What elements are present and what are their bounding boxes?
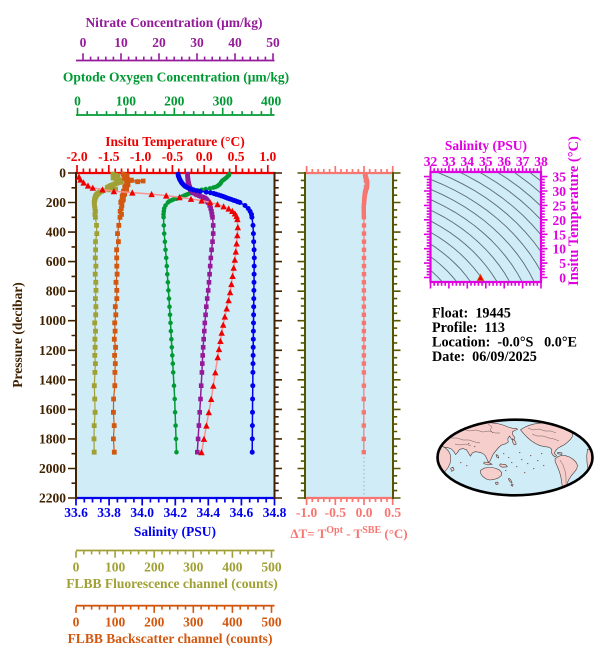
- svg-text:34: 34: [461, 154, 475, 169]
- svg-text:37: 37: [516, 154, 530, 169]
- svg-text:33.8: 33.8: [97, 505, 121, 520]
- svg-text:Profile: 113: Profile: 113: [432, 320, 505, 336]
- svg-text:0: 0: [73, 560, 80, 575]
- svg-text:15: 15: [553, 227, 567, 242]
- svg-text:35: 35: [553, 170, 567, 185]
- svg-text:25: 25: [553, 198, 567, 213]
- svg-text:300: 300: [183, 615, 204, 630]
- svg-text:ΔT= TOpt - TSBE (°C): ΔT= TOpt - TSBE (°C): [290, 525, 407, 541]
- svg-text:Salinity (PSU): Salinity (PSU): [134, 524, 216, 539]
- svg-text:34.4: 34.4: [196, 505, 220, 520]
- svg-text:30: 30: [553, 184, 567, 199]
- svg-text:0.0: 0.0: [196, 149, 213, 164]
- svg-text:38: 38: [534, 154, 548, 169]
- svg-text:33: 33: [442, 154, 456, 169]
- svg-text:0: 0: [80, 35, 87, 50]
- svg-text:0.5: 0.5: [228, 149, 245, 164]
- svg-text:2200: 2200: [39, 491, 66, 506]
- svg-text:400: 400: [222, 615, 243, 630]
- svg-text:Insitu Temperature (°C): Insitu Temperature (°C): [105, 134, 244, 149]
- svg-text:Float: 19445: Float: 19445: [432, 306, 511, 322]
- svg-text:800: 800: [46, 284, 67, 299]
- svg-text:Insitu Temperature (°C): Insitu Temperature (°C): [566, 136, 582, 286]
- svg-text:100: 100: [105, 560, 126, 575]
- svg-text:100: 100: [105, 615, 126, 630]
- svg-text:200: 200: [46, 195, 67, 210]
- svg-text:500: 500: [261, 560, 282, 575]
- svg-text:200: 200: [144, 615, 165, 630]
- svg-text:1000: 1000: [39, 313, 66, 328]
- svg-text:FLBB Fluorescence channel (cou: FLBB Fluorescence channel (counts): [66, 576, 278, 591]
- svg-text:40: 40: [228, 35, 242, 50]
- svg-text:1.0: 1.0: [259, 149, 276, 164]
- svg-text:-1.0: -1.0: [296, 505, 318, 520]
- svg-text:36: 36: [497, 154, 511, 169]
- svg-text:400: 400: [222, 560, 243, 575]
- svg-text:Location: -0.0°S 0.0°E: Location: -0.0°S 0.0°E: [432, 335, 577, 351]
- svg-text:30: 30: [190, 35, 204, 50]
- svg-text:34.6: 34.6: [230, 505, 254, 520]
- svg-text:Date: 06/09/2025: Date: 06/09/2025: [432, 349, 537, 365]
- svg-text:100: 100: [116, 94, 137, 109]
- svg-text:-0.5: -0.5: [325, 505, 347, 520]
- svg-text:Pressure (decibar): Pressure (decibar): [10, 282, 25, 388]
- svg-text:0: 0: [59, 166, 66, 181]
- svg-text:1800: 1800: [39, 431, 66, 446]
- svg-text:20: 20: [553, 213, 567, 228]
- svg-text:2000: 2000: [39, 461, 66, 476]
- svg-text:34.8: 34.8: [263, 505, 287, 520]
- svg-text:50: 50: [266, 35, 280, 50]
- svg-text:20: 20: [152, 35, 166, 50]
- svg-text:10: 10: [114, 35, 128, 50]
- svg-text:300: 300: [183, 560, 204, 575]
- svg-text:0: 0: [74, 94, 81, 109]
- svg-text:0: 0: [73, 615, 80, 630]
- svg-text:-1.5: -1.5: [98, 149, 120, 164]
- svg-text:1200: 1200: [39, 343, 66, 358]
- svg-text:FLBB Backscatter channel (coun: FLBB Backscatter channel (counts): [68, 631, 273, 646]
- svg-text:5: 5: [559, 256, 566, 271]
- svg-text:35: 35: [479, 154, 493, 169]
- svg-text:0.0: 0.0: [356, 505, 373, 520]
- svg-text:0: 0: [559, 271, 566, 286]
- svg-text:1400: 1400: [39, 372, 66, 387]
- svg-text:33.6: 33.6: [64, 505, 88, 520]
- svg-text:32: 32: [424, 154, 438, 169]
- svg-text:-0.5: -0.5: [162, 149, 184, 164]
- svg-text:34.0: 34.0: [130, 505, 154, 520]
- svg-text:10: 10: [553, 242, 567, 257]
- svg-text:200: 200: [144, 560, 165, 575]
- svg-text:400: 400: [46, 225, 67, 240]
- svg-text:500: 500: [261, 615, 282, 630]
- svg-text:34.2: 34.2: [163, 505, 187, 520]
- svg-text:Optode Oxygen Concentration (μ: Optode Oxygen Concentration (μm/kg): [63, 70, 289, 85]
- svg-text:200: 200: [164, 94, 185, 109]
- svg-text:Nitrate Concentration (μm/kg): Nitrate Concentration (μm/kg): [85, 15, 262, 30]
- svg-text:Salinity (PSU): Salinity (PSU): [445, 138, 527, 153]
- svg-text:1600: 1600: [39, 402, 66, 417]
- svg-text:600: 600: [46, 254, 67, 269]
- svg-text:-1.0: -1.0: [130, 149, 152, 164]
- svg-text:0.5: 0.5: [384, 505, 401, 520]
- svg-text:400: 400: [261, 94, 282, 109]
- svg-text:300: 300: [213, 94, 234, 109]
- svg-text:-2.0: -2.0: [66, 149, 88, 164]
